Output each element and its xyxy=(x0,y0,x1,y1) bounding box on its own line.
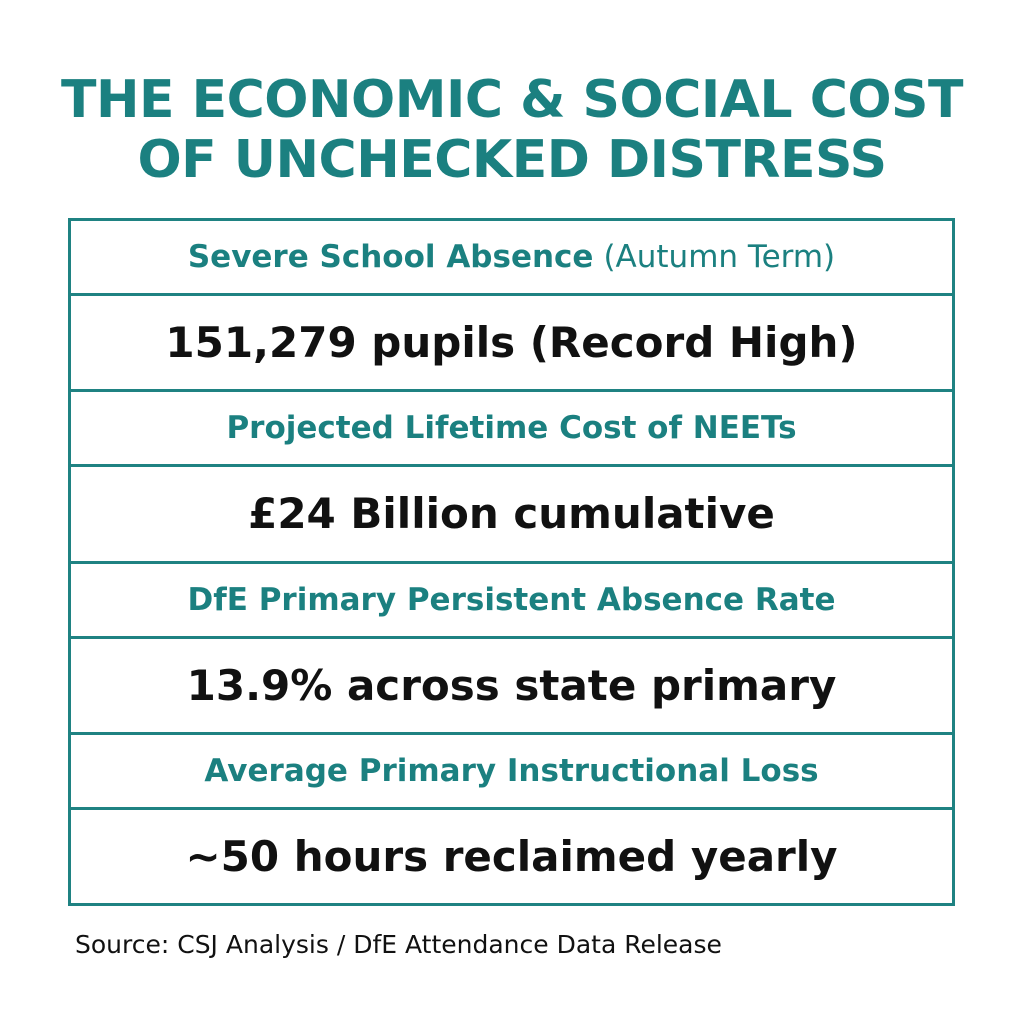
row-label: DfE Primary Persistent Absence Rate xyxy=(187,581,836,618)
label-row: Projected Lifetime Cost of NEETs xyxy=(71,392,952,468)
row-label: Projected Lifetime Cost of NEETs xyxy=(226,410,797,447)
row-value: £24 Billion cumulative xyxy=(248,489,775,539)
row-label: Average Primary Instructional Loss xyxy=(204,752,819,789)
value-row: 151,279 pupils (Record High) xyxy=(71,296,952,393)
value-row: ~50 hours reclaimed yearly xyxy=(71,810,952,903)
title-line: THE ECONOMIC & SOCIAL COST xyxy=(61,70,963,130)
label-row: DfE Primary Persistent Absence Rate xyxy=(71,564,952,639)
row-value: 13.9% across state primary xyxy=(186,660,837,710)
stats-table: Severe School Absence (Autumn Term) 151,27… xyxy=(68,218,955,906)
row-value: 151,279 pupils (Record High) xyxy=(165,318,858,368)
label-row: Severe School Absence (Autumn Term) xyxy=(71,221,952,296)
label-row: Average Primary Instructional Loss xyxy=(71,735,952,810)
title: THE ECONOMIC & SOCIAL COST OF UNCHECKED … xyxy=(0,70,1024,190)
value-row: £24 Billion cumulative xyxy=(71,467,952,564)
value-row: 13.9% across state primary xyxy=(71,639,952,735)
title-line: OF UNCHECKED DISTRESS xyxy=(137,130,887,190)
source-note: Source: CSJ Analysis / DfE Attendance Da… xyxy=(75,930,722,959)
row-label: Severe School Absence xyxy=(187,239,594,275)
row-qualifier: (Autumn Term) xyxy=(603,239,836,275)
row-value: ~50 hours reclaimed yearly xyxy=(185,831,838,881)
